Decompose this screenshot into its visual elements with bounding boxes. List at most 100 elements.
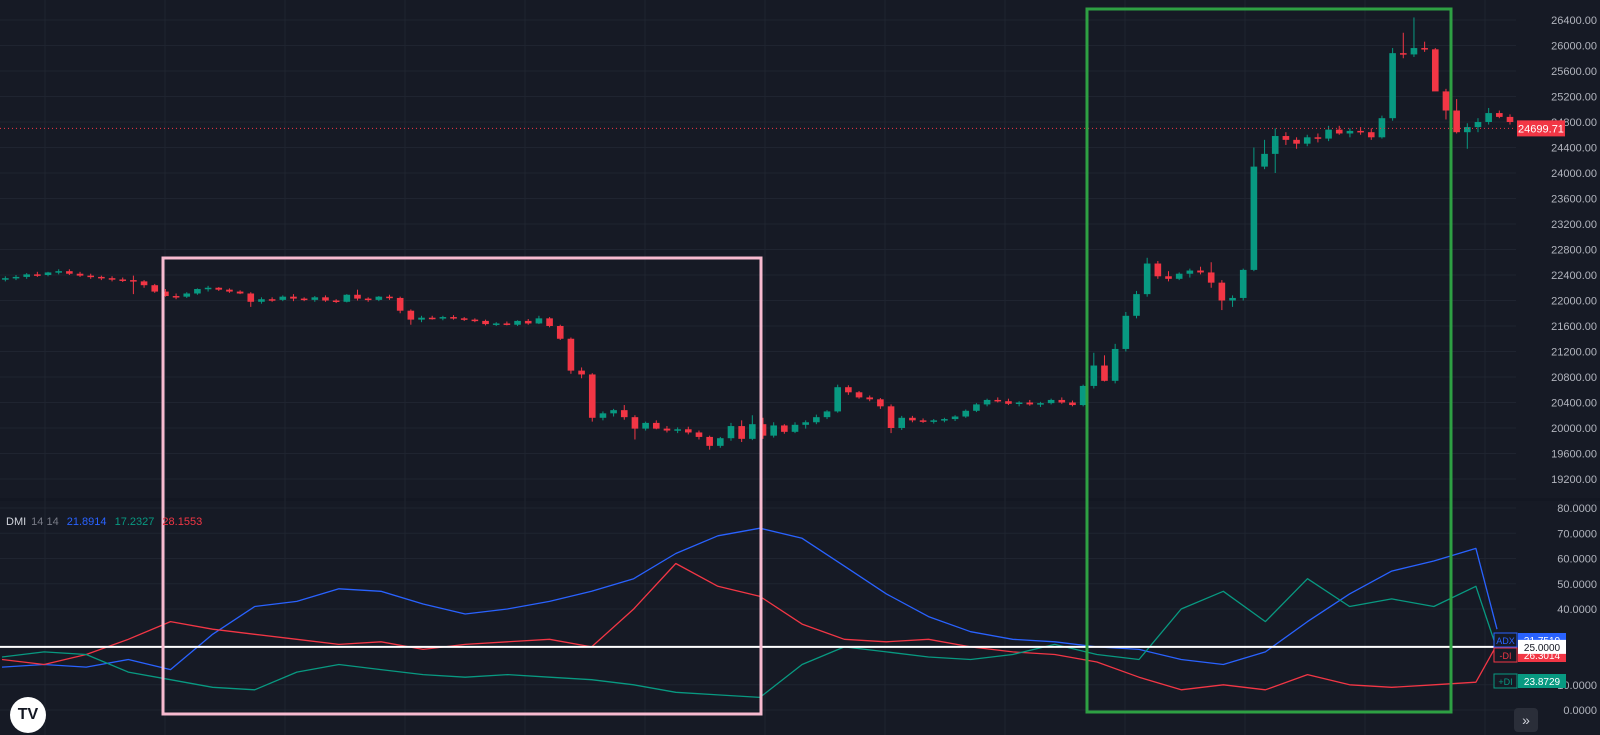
adx-tag-box [1493, 632, 1518, 648]
price-tick-label: 24000.00 [1551, 168, 1597, 180]
adx-tag-label: ADX [1496, 636, 1515, 646]
candle-body [738, 426, 745, 439]
candle-body [183, 293, 191, 297]
candle-body [1186, 270, 1194, 274]
candle-body [620, 410, 628, 418]
price-axis[interactable]: 26400.0026000.0025600.0025200.0024800.00… [1493, 15, 1597, 717]
dmi-series-adx [1, 527, 1498, 671]
candle-body [460, 318, 468, 320]
candle-body [1250, 166, 1258, 270]
candle-body [1463, 127, 1471, 133]
candle-body [215, 287, 223, 290]
candle-body [1357, 130, 1364, 133]
candle-body [130, 280, 137, 282]
dmi-tick-label: 40.0000 [1557, 604, 1597, 616]
candle-body [1261, 153, 1268, 167]
price-tick-label: 19200.00 [1551, 474, 1597, 486]
price-tick-label: 25200.00 [1551, 92, 1597, 104]
candle-body [695, 432, 703, 437]
candle-body [1175, 273, 1183, 279]
dmi-legend[interactable]: DMI 14 14 21.8914 17.2327 28.1553 [6, 516, 207, 528]
dmi-legend-minus-di-value: 28.1553 [162, 516, 203, 528]
price-pane [0, 17, 1524, 450]
candle-body [1133, 294, 1140, 316]
candle-body [791, 424, 799, 432]
candle-body [1325, 129, 1332, 139]
candle-body [55, 271, 63, 273]
candle-body [1143, 263, 1151, 295]
candle-body [194, 289, 201, 294]
plus-di-tag-value: 23.8729 [1524, 677, 1561, 688]
candle-body [247, 293, 255, 302]
candle-body [172, 296, 180, 298]
candle-body [1101, 365, 1108, 381]
candle-body [450, 317, 457, 319]
candle-body [599, 413, 607, 418]
candle-body [1474, 122, 1482, 128]
candle-body [1389, 53, 1396, 119]
candle-body [12, 276, 20, 279]
candle-body [119, 279, 127, 281]
candle-body [514, 320, 521, 325]
tradingview-logo-icon[interactable]: TV [10, 697, 46, 733]
candle-body [503, 323, 511, 325]
dmi-tick-label: 70.0000 [1557, 528, 1597, 540]
candle-body [556, 326, 564, 339]
candle-body [1335, 129, 1343, 134]
candle-body [1271, 136, 1279, 154]
candle-body [343, 294, 351, 302]
candle-body [332, 300, 340, 302]
candle-body [66, 271, 73, 274]
candle-body [1111, 348, 1119, 381]
double-chevron-right-icon[interactable]: » [1514, 708, 1538, 732]
candle-body [1154, 263, 1162, 277]
candle-body [834, 387, 842, 412]
candle-body [34, 274, 41, 276]
candle-body [407, 310, 415, 320]
candle-body [396, 297, 404, 311]
candle-body [1293, 139, 1300, 144]
price-tick-label: 21200.00 [1551, 347, 1597, 359]
candle-body [428, 317, 436, 320]
candle-body [439, 317, 447, 319]
price-tick-label: 21600.00 [1551, 321, 1597, 333]
candle-body [279, 296, 287, 300]
price-tick-label: 19600.00 [1551, 449, 1597, 461]
candle-body [1015, 402, 1023, 404]
candle-body [1303, 137, 1311, 144]
candle-body [524, 320, 532, 324]
candle-body [1239, 269, 1247, 298]
candle-body [492, 323, 500, 325]
candle-body [578, 370, 585, 375]
price-tick-label: 25600.00 [1551, 66, 1597, 78]
dmi-pane [0, 527, 1516, 699]
candle-body [140, 281, 148, 286]
candle-body [684, 429, 692, 433]
candle-body [418, 317, 425, 320]
candle-body [642, 422, 649, 429]
candle-body [983, 399, 991, 405]
candle-body [1026, 402, 1034, 405]
level-25-label: 25.0000 [1524, 643, 1561, 654]
candle-body [87, 275, 95, 278]
candle-body [386, 296, 393, 299]
candle-body [535, 318, 543, 324]
candle-body [204, 287, 212, 290]
price-tick-label: 22400.00 [1551, 270, 1597, 282]
level-25-badge [1518, 639, 1566, 654]
candle-body [962, 410, 970, 417]
highlight-boxes [161, 7, 1453, 716]
candle-body [290, 296, 297, 299]
candle-body [1079, 385, 1087, 406]
candle-body [375, 296, 383, 300]
price-tick-label: 22000.00 [1551, 296, 1597, 308]
candle-body [823, 411, 831, 418]
candle-body [268, 299, 276, 301]
candle-body [354, 294, 361, 299]
candle-body [706, 436, 713, 446]
candle-body [1090, 365, 1098, 386]
candle-body [1165, 276, 1172, 279]
